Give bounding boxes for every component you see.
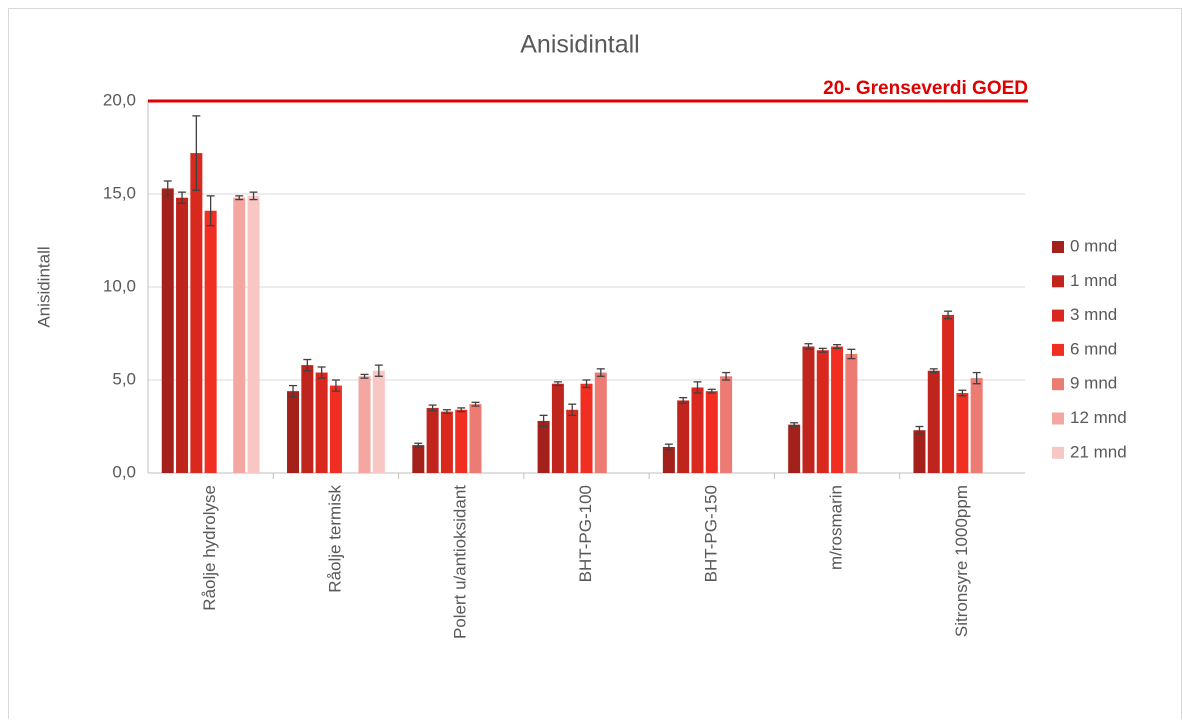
x-tick-label: Råolje termisk <box>325 485 344 593</box>
y-tick-label: 20,0 <box>103 90 136 109</box>
y-tick-label: 15,0 <box>103 183 136 202</box>
bar <box>287 391 300 473</box>
bar <box>788 424 801 473</box>
x-tick-label: Råolje hydrolyse <box>200 485 219 611</box>
bar <box>705 391 718 473</box>
bar <box>412 445 425 473</box>
y-tick-label: 5,0 <box>112 369 136 388</box>
bar <box>469 404 482 473</box>
bar <box>455 409 468 473</box>
bar <box>956 393 969 473</box>
legend-label: 1 mnd <box>1070 271 1117 290</box>
legend-label: 12 mnd <box>1070 408 1127 427</box>
bar <box>161 188 174 474</box>
chart-title: Anisidintall <box>520 31 640 59</box>
bar <box>691 387 704 473</box>
bar <box>566 409 579 473</box>
legend-swatch <box>1052 378 1064 391</box>
y-tick-label: 0,0 <box>112 462 136 481</box>
legend-swatch <box>1052 343 1064 356</box>
bar <box>440 411 453 473</box>
bar <box>927 370 940 473</box>
bar <box>677 400 690 473</box>
bar <box>426 407 439 473</box>
chart-border <box>8 8 1182 724</box>
legend-swatch <box>1052 309 1064 322</box>
legend-label: 9 mnd <box>1070 374 1117 393</box>
bar <box>301 365 314 473</box>
bar <box>802 346 815 473</box>
bar <box>580 383 593 473</box>
legend-swatch <box>1052 241 1064 253</box>
y-tick-label: 10,0 <box>103 276 136 295</box>
bar <box>204 210 217 474</box>
legend-label: 6 mnd <box>1070 339 1117 358</box>
legend-swatch <box>1052 412 1064 425</box>
legend-label: 21 mnd <box>1070 442 1127 461</box>
bar <box>551 383 564 473</box>
bar <box>831 346 844 473</box>
bar <box>233 197 246 473</box>
bar <box>190 153 203 473</box>
x-tick-label: Sitronsyre 1000ppm <box>952 485 971 637</box>
bar <box>720 376 733 473</box>
x-tick-label: BHT-PG-150 <box>701 485 720 582</box>
legend-label: 0 mnd <box>1070 236 1117 255</box>
bar <box>942 314 955 473</box>
x-tick-label: BHT-PG-100 <box>576 485 595 582</box>
legend-label: 3 mnd <box>1070 305 1117 324</box>
reference-label: 20- Grenseverdi GOED <box>823 78 1028 99</box>
legend-swatch <box>1052 446 1064 459</box>
bar <box>816 350 829 473</box>
y-axis-label: Anisidintall <box>34 246 53 327</box>
legend-swatch <box>1052 275 1064 288</box>
bar <box>329 385 342 473</box>
bar <box>970 378 983 473</box>
bar <box>594 372 607 473</box>
bar <box>913 430 926 473</box>
bar <box>176 197 189 473</box>
bar <box>845 353 858 473</box>
bar <box>358 376 371 473</box>
bar <box>247 195 260 474</box>
bar <box>537 420 550 473</box>
bar <box>662 446 675 473</box>
x-tick-label: m/rosmarin <box>827 485 846 570</box>
bar <box>372 370 385 473</box>
bar <box>315 372 328 473</box>
x-tick-label: Polert u/antioksidant <box>451 485 470 639</box>
